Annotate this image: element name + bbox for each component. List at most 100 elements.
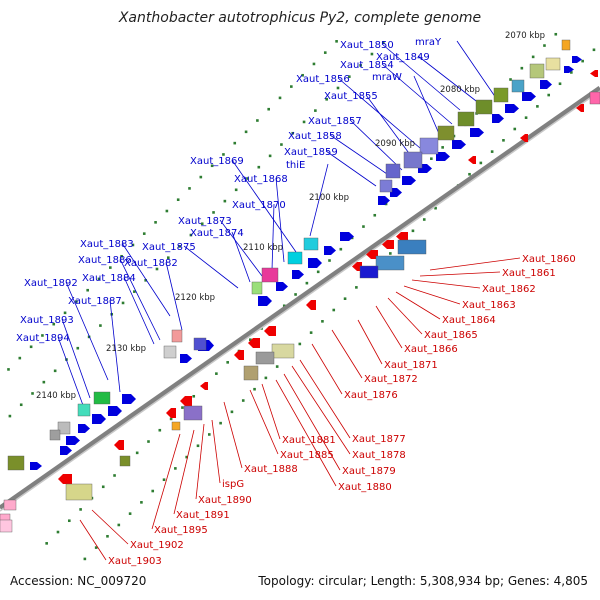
reverse-gene-arrow — [264, 326, 276, 336]
reverse-gene-block — [65, 483, 93, 501]
track-dot — [41, 334, 44, 337]
forward-gene-block — [379, 179, 393, 193]
track-dot — [7, 368, 10, 371]
track-dot — [133, 290, 136, 293]
track-dot — [339, 247, 343, 251]
track-dot — [226, 361, 229, 364]
reverse-gene-label: ispG — [222, 479, 244, 490]
reverse-gene-label: Xaut_1872 — [364, 374, 418, 385]
forward-gene-label: Xaut_1875 — [142, 242, 196, 253]
reverse-gene-label: Xaut_1880 — [338, 482, 392, 493]
track-dot — [97, 277, 101, 281]
tick-label: 2070 kbp — [505, 31, 545, 41]
forward-gene-block — [493, 87, 509, 103]
forward-gene-block — [3, 499, 17, 511]
forward-gene-arrow — [452, 140, 466, 149]
forward-gene-block — [171, 329, 183, 343]
reverse-gene-arrow — [58, 474, 72, 484]
track-dot — [543, 44, 546, 47]
track-dot — [147, 440, 150, 443]
track-dot — [267, 107, 270, 111]
track-dot — [223, 199, 227, 203]
track-dot — [79, 508, 82, 511]
track-dot — [86, 288, 89, 292]
track-dot — [76, 346, 80, 350]
track-dot — [316, 270, 320, 274]
forward-leader-line — [329, 134, 391, 177]
track-dot — [101, 485, 105, 489]
track-dot — [280, 143, 283, 146]
tick-label: 2080 kbp — [440, 85, 480, 95]
forward-gene-label: Xaut_1870 — [232, 200, 286, 211]
forward-gene-arrow — [60, 446, 72, 455]
forward-gene-label: Xaut_1868 — [234, 174, 288, 185]
track-dot — [370, 52, 374, 56]
track-dot — [31, 392, 34, 395]
track-dot — [359, 64, 362, 67]
forward-gene-arrow — [308, 258, 322, 268]
reverse-gene-arrow — [520, 134, 528, 142]
reverse-leader-line — [419, 271, 501, 277]
track-dot — [389, 252, 392, 255]
reverse-leader-line — [429, 257, 521, 271]
reverse-gene-label: Xaut_1885 — [280, 450, 334, 461]
track-dot — [121, 301, 125, 305]
reverse-gene-label: Xaut_1903 — [108, 556, 162, 567]
forward-leader-line — [123, 276, 155, 345]
track-dot — [75, 300, 78, 303]
forward-gene-label: Xaut_1857 — [308, 116, 362, 127]
track-dot — [328, 259, 331, 262]
forward-leader-line — [109, 299, 121, 393]
forward-leader-line — [119, 258, 161, 341]
track-dot — [256, 119, 259, 122]
reverse-gene-arrow — [590, 70, 598, 77]
track-dot — [275, 365, 279, 368]
reverse-leader-line — [387, 297, 423, 335]
reverse-gene-arrow — [396, 232, 408, 241]
reverse-gene-label: Xaut_1888 — [244, 464, 298, 475]
track-dot — [290, 85, 293, 88]
forward-leader-line — [275, 177, 285, 263]
track-dot — [570, 71, 573, 74]
forward-gene-label: Xaut_1874 — [190, 228, 244, 239]
track-dot — [189, 233, 193, 237]
track-dot — [554, 32, 558, 36]
forward-gene-arrow — [390, 188, 402, 197]
reverse-leader-line — [283, 373, 341, 471]
track-dot — [165, 209, 169, 213]
track-dot — [241, 399, 245, 402]
reverse-gene-label: Xaut_1861 — [502, 268, 556, 279]
track-dot — [253, 387, 256, 391]
forward-leader-line — [121, 242, 171, 317]
reverse-gene-label: Xaut_1860 — [522, 254, 576, 265]
reverse-gene-label: Xaut_1877 — [352, 434, 406, 445]
forward-leader-line — [57, 336, 85, 409]
forward-gene-block — [57, 421, 71, 435]
forward-leader-line — [65, 281, 109, 381]
track-dot — [142, 232, 146, 235]
track-dot — [513, 127, 517, 131]
track-dot — [314, 109, 317, 112]
track-dot — [176, 198, 180, 202]
reverse-gene-arrow — [234, 350, 244, 360]
forward-leader-line — [413, 75, 441, 137]
track-dot — [166, 256, 170, 259]
forward-gene-arrow — [564, 66, 574, 73]
forward-gene-block — [193, 337, 207, 351]
reverse-gene-block — [271, 343, 295, 359]
forward-gene-block — [561, 39, 571, 51]
track-dot — [120, 254, 123, 258]
track-dot — [531, 55, 535, 59]
track-dot — [169, 417, 173, 421]
track-dot — [325, 97, 328, 101]
track-dot — [56, 530, 60, 534]
reverse-gene-label: Xaut_1895 — [154, 525, 208, 536]
forward-gene-label: Xaut_1882 — [124, 258, 178, 269]
forward-leader-line — [381, 63, 453, 125]
forward-leader-line — [381, 43, 461, 111]
track-dot — [291, 131, 295, 135]
reverse-gene-arrow — [114, 440, 124, 450]
reverse-leader-line — [375, 305, 403, 349]
forward-gene-block — [385, 163, 401, 179]
forward-gene-arrow — [522, 92, 536, 101]
